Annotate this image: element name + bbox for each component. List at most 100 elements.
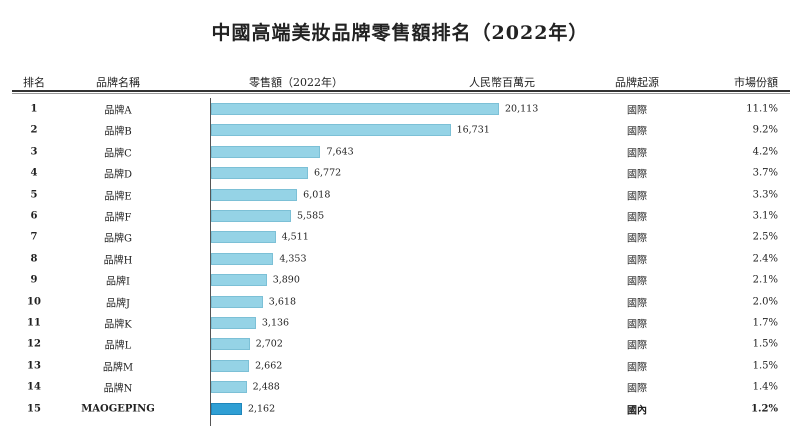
rank-cell: 7: [30, 231, 38, 243]
sales-bar: [211, 274, 267, 287]
sales-bar: [211, 381, 247, 394]
bar-value-label: 16,731: [456, 124, 490, 136]
share-cell: 11.1%: [746, 103, 778, 115]
bar-value-label: 20,113: [505, 103, 539, 115]
brand-cell: 品牌F: [104, 212, 132, 224]
sales-bar: [211, 210, 291, 222]
rank-cell: 9: [30, 274, 38, 286]
sales-bar: [211, 359, 250, 372]
header-unit: 人民幣百萬元: [469, 76, 535, 89]
origin-cell: 國際: [627, 319, 647, 331]
header-share: 市場份額: [734, 76, 778, 89]
bar-value-label: 2,702: [255, 338, 283, 350]
origin-cell: 國際: [627, 233, 647, 245]
share-cell: 2.4%: [752, 253, 778, 265]
origin-cell: 國際: [627, 383, 647, 395]
bar-value-label: 3,136: [261, 317, 290, 329]
origin-cell: 國際: [627, 105, 647, 117]
header-brand: 品牌名稱: [96, 76, 140, 89]
sales-bar: [211, 124, 451, 137]
bar-axis-line: [210, 98, 211, 426]
bar-value-label: 2,662: [255, 360, 283, 372]
sales-bar: [211, 231, 276, 244]
brand-cell: 品牌E: [104, 191, 132, 203]
sales-bar: [211, 167, 308, 180]
origin-cell: 國際: [627, 169, 647, 181]
share-cell: 2.1%: [752, 274, 778, 286]
share-cell: 3.1%: [752, 210, 778, 222]
share-cell: 1.4%: [752, 381, 778, 393]
bar-value-label: 6,018: [303, 189, 331, 201]
header-sales: 零售額（2022年）: [249, 76, 343, 89]
sales-bar: [211, 338, 250, 351]
bar-value-label: 3,618: [268, 296, 296, 308]
bar-value-label: 3,890: [272, 274, 300, 286]
rank-cell: 13: [27, 360, 41, 372]
bar-value-label: 5,585: [296, 210, 325, 222]
rank-cell: 1: [30, 103, 38, 115]
rank-cell: 6: [30, 210, 38, 222]
origin-cell: 國際: [627, 340, 647, 352]
rank-cell: 5: [30, 189, 38, 201]
share-cell: 9.2%: [752, 124, 778, 136]
brand-cell: 品牌A: [104, 105, 132, 117]
brand-cell: 品牌G: [104, 233, 132, 245]
brand-cell: 品牌I: [106, 276, 130, 288]
share-cell: 2.0%: [752, 296, 778, 308]
rank-cell: 2: [30, 124, 38, 136]
origin-cell: 國際: [627, 362, 647, 374]
bar-value-label: 7,643: [326, 146, 354, 158]
chart-title: 中國高端美妝品牌零售額排名（2022年）: [211, 22, 589, 44]
rank-cell: 4: [30, 167, 38, 179]
brand-cell: 品牌L: [104, 340, 132, 352]
brand-cell: 品牌D: [103, 169, 133, 181]
sales-bar: [211, 103, 499, 115]
brand-cell: 品牌J: [105, 298, 131, 310]
origin-cell: 國際: [627, 276, 647, 288]
share-cell: 2.5%: [752, 231, 778, 243]
brand-cell: 品牌C: [104, 148, 132, 160]
rank-cell: 11: [27, 317, 41, 329]
share-cell: 3.3%: [752, 189, 778, 201]
bar-value-label: 6,772: [313, 167, 342, 179]
share-cell: 1.7%: [752, 317, 778, 329]
sales-bar: [211, 317, 256, 329]
origin-cell: 國內: [627, 405, 647, 417]
sales-bar: [211, 188, 298, 201]
brand-cell: 品牌M: [102, 362, 134, 374]
origin-cell: 國際: [627, 212, 647, 224]
brand-cell: MAOGEPING: [81, 403, 155, 415]
bar-value-label: 4,353: [279, 253, 307, 265]
rank-cell: 8: [30, 253, 38, 265]
bar-value-label: 2,162: [247, 403, 276, 415]
rank-cell: 3: [30, 146, 38, 158]
brand-cell: 品牌N: [103, 383, 133, 395]
origin-cell: 國際: [627, 191, 647, 203]
share-cell: 1.5%: [752, 360, 778, 372]
rank-cell: 12: [27, 338, 41, 350]
origin-cell: 國際: [627, 126, 647, 138]
bar-value-label: 4,511: [281, 231, 309, 243]
sales-bar: [211, 295, 263, 308]
share-cell: 1.5%: [752, 338, 778, 350]
sales-bar: [211, 252, 274, 265]
bar-value-label: 2,488: [252, 381, 280, 393]
origin-cell: 國際: [627, 255, 647, 267]
header-rule-bottom: [12, 93, 790, 94]
header-origin: 品牌起源: [615, 76, 659, 89]
share-cell: 1.2%: [751, 403, 778, 415]
brand-cell: 品牌K: [104, 319, 132, 331]
share-cell: 4.2%: [752, 146, 778, 158]
rank-cell: 15: [27, 403, 41, 415]
origin-cell: 國際: [627, 148, 647, 160]
header-rule-top: [12, 90, 790, 92]
sales-bar: [211, 402, 242, 415]
rank-cell: 14: [27, 381, 41, 393]
brand-cell: 品牌B: [104, 126, 132, 138]
header-rank: 排名: [23, 76, 45, 89]
share-cell: 3.7%: [752, 167, 778, 179]
brand-cell: 品牌H: [103, 255, 133, 267]
sales-bar: [211, 145, 321, 158]
rank-cell: 10: [27, 296, 41, 308]
origin-cell: 國際: [627, 298, 647, 310]
